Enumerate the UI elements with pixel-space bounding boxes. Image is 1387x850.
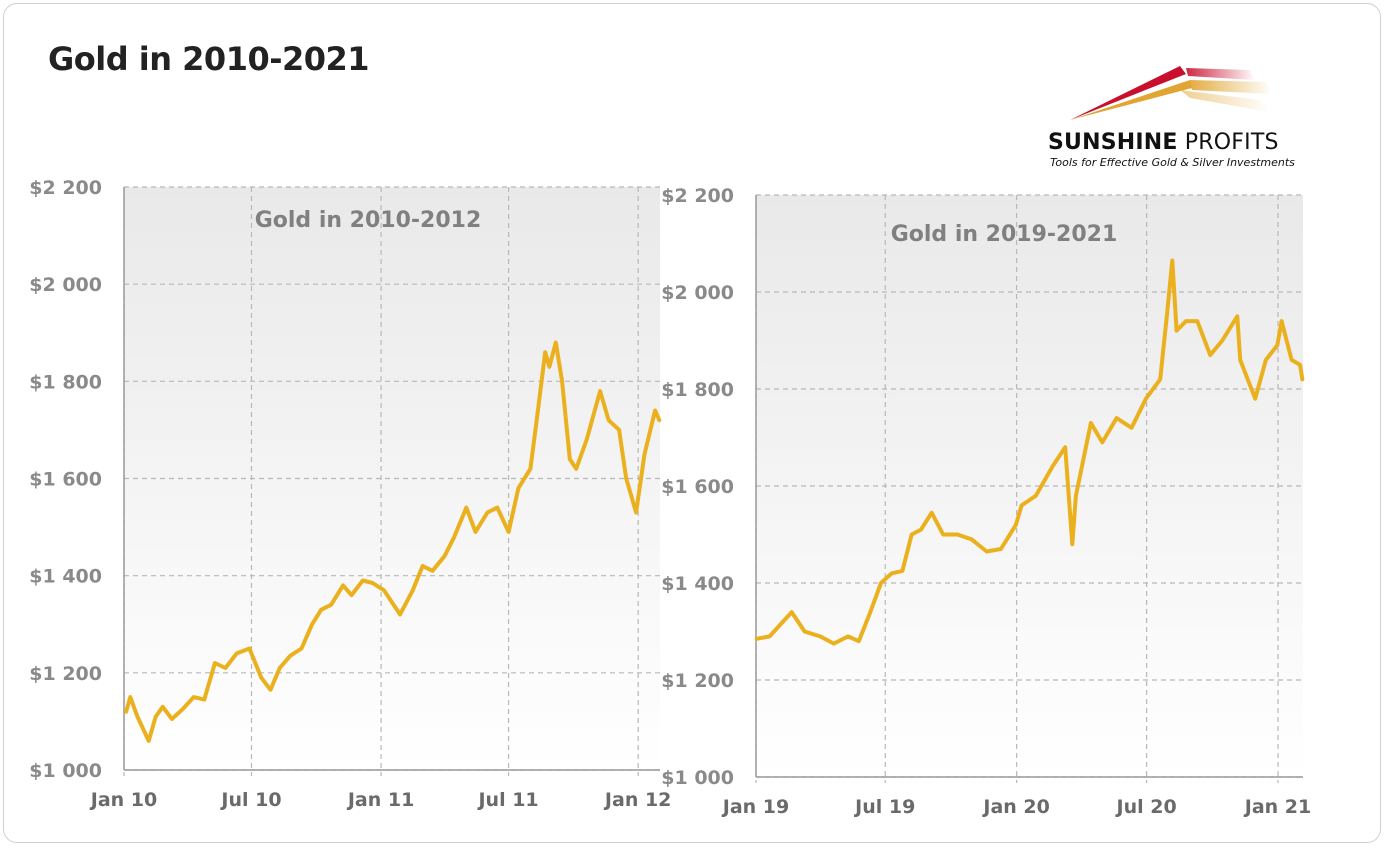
y-tick-label: $1 800	[661, 379, 734, 401]
y-tick-label: $2 200	[29, 177, 102, 199]
figure-title: Gold in 2010-2021	[48, 40, 370, 78]
y-tick-label: $1 200	[661, 670, 734, 692]
y-tick-label: $1 800	[29, 371, 102, 393]
logo-wordmark: SUNSHINE PROFITS	[1048, 130, 1279, 155]
logo-tagline: Tools for Effective Gold & Silver Invest…	[1050, 156, 1295, 169]
y-tick-label: $1 000	[661, 767, 734, 789]
chart-gold-2010-2012: $1 000 $1 200 $1 400 $1 600 $1 800 $2 000 $2 2…	[29, 177, 671, 811]
x-tick-label: Jan 10	[89, 789, 157, 811]
y-tick-label: $2 000	[29, 274, 102, 296]
x-tick-label: Jul 20	[1115, 796, 1177, 818]
y-tick-label: $1 600	[29, 469, 102, 491]
y-tick-label: $2 000	[661, 282, 734, 304]
x-tick-label: Jul 10	[219, 789, 281, 811]
gold-price-line	[754, 258, 1305, 646]
y-tick-label: $1 000	[29, 760, 102, 782]
y-tick-label: $1 400	[29, 566, 102, 588]
chart-title: Gold in 2019-2021	[891, 222, 1118, 247]
x-tick-label: Jan 19	[721, 796, 789, 818]
y-tick-label: $1 600	[661, 476, 734, 498]
x-tick-label: Jan 21	[1243, 796, 1311, 818]
y-tick-label: $1 200	[29, 663, 102, 685]
x-tick-label: Jan 12	[603, 789, 671, 811]
x-tick-label: Jan 20	[981, 796, 1049, 818]
x-tick-label: Jul 19	[853, 796, 915, 818]
x-tick-label: Jul 11	[476, 789, 538, 811]
y-tick-label: $1 400	[661, 573, 734, 595]
gold-price-line	[124, 340, 662, 743]
logo-rays-icon	[1070, 66, 1272, 120]
y-tick-label: $2 200	[661, 185, 734, 207]
sunshine-profits-logo: SUNSHINE PROFITS Tools for Effective Gol…	[1040, 60, 1310, 172]
chart-title: Gold in 2010-2012	[255, 208, 482, 233]
x-tick-label: Jan 11	[346, 789, 414, 811]
